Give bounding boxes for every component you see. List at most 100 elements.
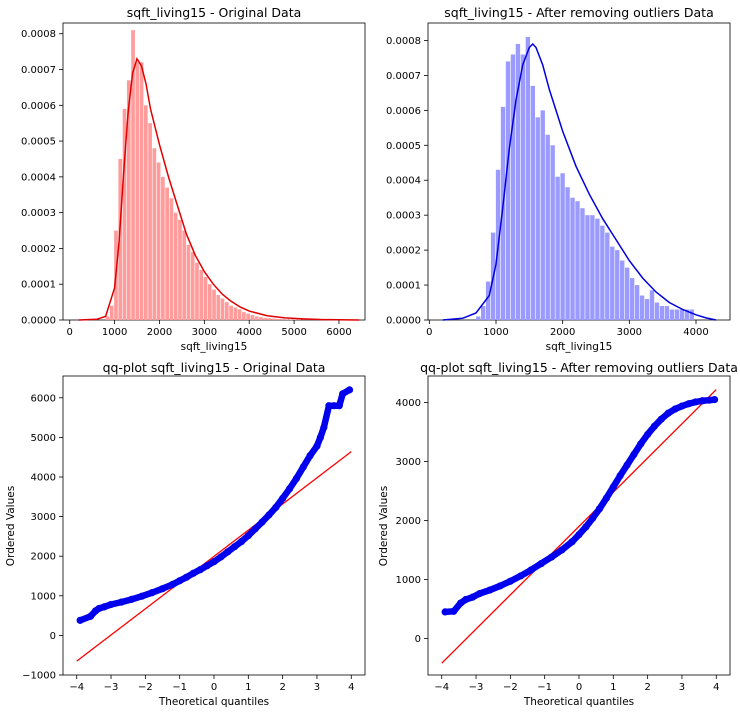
histogram-bar bbox=[220, 298, 225, 320]
histogram-bar bbox=[297, 319, 302, 320]
histogram-bar bbox=[620, 260, 625, 320]
histogram-bar bbox=[644, 299, 650, 320]
histogram-bar bbox=[267, 318, 272, 320]
x-axis-label: sqft_living15 bbox=[546, 341, 613, 353]
histogram-bar bbox=[237, 309, 242, 320]
histogram-bar bbox=[224, 302, 229, 320]
y-tick-label: 0.0004 bbox=[386, 176, 421, 187]
histogram-bar bbox=[659, 306, 665, 320]
y-axis-label: Ordered Values bbox=[378, 486, 390, 566]
histogram-bar bbox=[199, 269, 204, 320]
histogram-bar bbox=[284, 319, 289, 320]
y-tick-label: 1000 bbox=[396, 575, 421, 586]
histogram-bar bbox=[216, 294, 221, 320]
chart-title: sqft_living15 - After removing outliers … bbox=[444, 5, 713, 20]
x-tick-label: −4 bbox=[434, 682, 449, 693]
y-tick-label: 0.0008 bbox=[21, 29, 56, 40]
x-tick-label: 2 bbox=[644, 682, 650, 693]
y-tick-label: 0.0007 bbox=[21, 65, 56, 76]
marks: 0 1000 2000 3000 4000 5000 6000 0.0000 0.0001 0.0… bbox=[21, 29, 360, 338]
histogram-bar bbox=[250, 314, 255, 320]
histogram-bar bbox=[271, 318, 276, 320]
histogram-bar bbox=[190, 252, 195, 320]
x-tick-label: 4 bbox=[348, 682, 354, 693]
y-tick-label: 0.0006 bbox=[386, 106, 421, 117]
x-tick-label: 3 bbox=[679, 682, 685, 693]
chart-title: qq-plot sqft_living15 - After removing o… bbox=[420, 360, 738, 375]
histogram-bar bbox=[203, 277, 208, 320]
histogram-bar bbox=[555, 176, 560, 320]
histogram-bar bbox=[139, 62, 144, 320]
x-tick-label: 1000 bbox=[102, 327, 127, 338]
histogram-bar bbox=[595, 218, 600, 320]
histogram-bar bbox=[118, 158, 123, 320]
y-tick-label: 0.0006 bbox=[21, 101, 56, 112]
y-tick-label: 0.0008 bbox=[386, 36, 421, 47]
panel-qq-cleaned: qq-plot sqft_living15 - After removing o… bbox=[378, 360, 738, 708]
x-tick-label: 0 bbox=[67, 327, 73, 338]
y-tick-label: 0.0003 bbox=[386, 211, 421, 222]
x-axis-label: sqft_living15 bbox=[181, 341, 248, 353]
histogram-bar bbox=[131, 30, 135, 321]
reference-line bbox=[76, 451, 352, 662]
histogram-bar bbox=[545, 134, 550, 320]
histogram-bar bbox=[109, 305, 114, 320]
histogram-bar bbox=[182, 230, 187, 320]
histogram-bar bbox=[288, 319, 293, 320]
histogram-bar bbox=[195, 262, 199, 320]
chart-title: qq-plot sqft_living15 - Original Data bbox=[103, 360, 326, 375]
histogram-bar bbox=[510, 54, 516, 321]
histogram-bar bbox=[570, 197, 575, 320]
plot-frame bbox=[62, 22, 366, 321]
histogram-bar bbox=[525, 36, 531, 320]
panel-hist-original: sqft_living15 - Original Data sqft_livin… bbox=[21, 5, 366, 353]
y-tick-label: 0.0005 bbox=[21, 137, 56, 148]
x-tick-label: 0 bbox=[426, 327, 432, 338]
histogram-bar bbox=[610, 246, 615, 320]
histogram-bar bbox=[293, 319, 297, 320]
qq-point-band bbox=[320, 402, 333, 431]
y-tick-label: 0.0000 bbox=[386, 316, 421, 327]
histogram-bar bbox=[143, 105, 148, 320]
histogram-bar bbox=[689, 309, 694, 320]
histogram-bar bbox=[259, 317, 263, 320]
y-tick-label: 0.0000 bbox=[21, 316, 56, 327]
histogram-bar bbox=[135, 62, 140, 320]
histogram-bar bbox=[148, 123, 152, 320]
y-tick-label: 0 bbox=[50, 631, 56, 642]
histogram-bar bbox=[254, 316, 259, 320]
x-tick-label: 5000 bbox=[281, 327, 306, 338]
x-tick-label: −3 bbox=[469, 682, 484, 693]
y-tick-label: 4000 bbox=[31, 472, 56, 483]
histogram-bar bbox=[476, 316, 481, 320]
histogram-bar bbox=[560, 173, 565, 320]
histogram-bar bbox=[515, 43, 521, 320]
histogram-bar bbox=[550, 145, 555, 320]
histogram-bar bbox=[639, 295, 645, 320]
y-tick-label: 1000 bbox=[31, 591, 56, 602]
histogram-bar bbox=[229, 305, 233, 320]
histogram-bar bbox=[585, 215, 590, 320]
panel-qq-original: qq-plot sqft_living15 - Original Data Th… bbox=[5, 360, 366, 708]
x-tick-label: 0 bbox=[576, 682, 582, 693]
y-tick-label: 0.0002 bbox=[21, 244, 56, 255]
y-tick-label: 0.0001 bbox=[21, 280, 56, 291]
y-tick-label: 2000 bbox=[31, 552, 56, 563]
histogram-bar bbox=[654, 302, 660, 320]
histogram-bar bbox=[649, 290, 655, 320]
histogram-bar bbox=[173, 212, 178, 320]
histogram-bar bbox=[156, 162, 161, 320]
histogram-bar bbox=[152, 148, 157, 320]
x-tick-label: −4 bbox=[69, 682, 84, 693]
histogram-bar bbox=[280, 318, 285, 320]
histogram-bar bbox=[625, 267, 630, 320]
histogram-bar bbox=[615, 250, 620, 320]
histogram-bar bbox=[186, 244, 191, 320]
x-tick-label: 2000 bbox=[550, 327, 575, 338]
histogram-bar bbox=[674, 309, 680, 320]
y-tick-label: 2000 bbox=[396, 516, 421, 527]
histogram-bar bbox=[242, 312, 246, 320]
histogram-bar bbox=[679, 309, 684, 320]
x-tick-label: 1000 bbox=[483, 327, 508, 338]
